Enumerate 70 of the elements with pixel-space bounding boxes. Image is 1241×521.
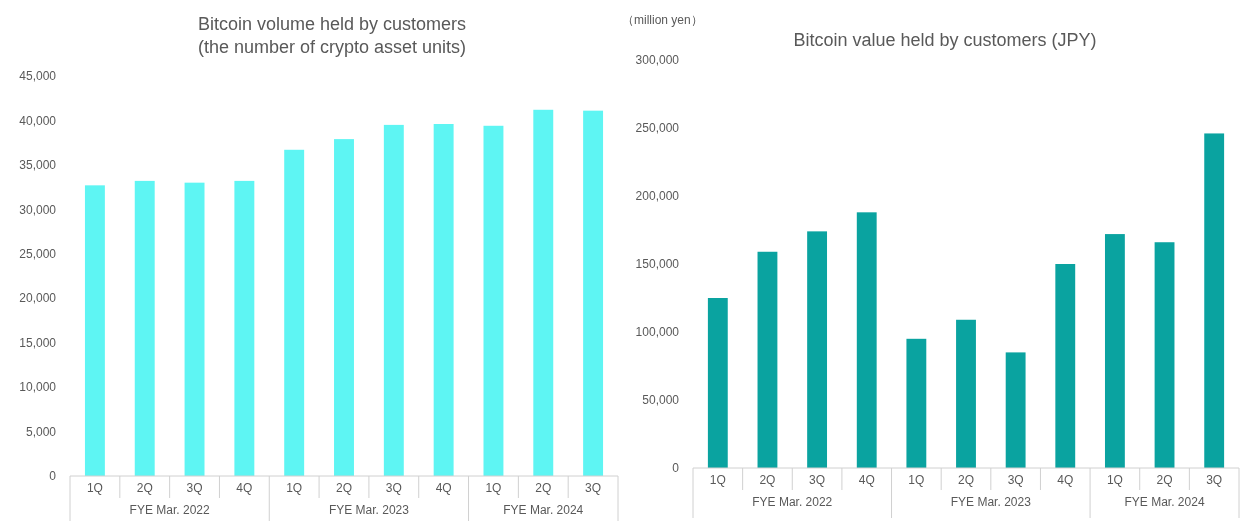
bar	[906, 338, 927, 468]
x-tick-label: 2Q	[1156, 473, 1173, 487]
bar	[134, 180, 155, 476]
y-tick-label: 0	[49, 469, 57, 484]
x-tick-label: 4Q	[236, 481, 253, 495]
chart-title: Bitcoin value held by customers (JPY)	[793, 30, 1097, 50]
bar	[334, 139, 354, 476]
y-tick-label: 25,000	[19, 246, 57, 261]
y-tick-label: 300,000	[635, 53, 680, 68]
x-tick-label: 1Q	[485, 481, 502, 495]
bar	[1055, 264, 1076, 468]
x-tick-label: 2Q	[759, 473, 776, 487]
y-tick-label: 35,000	[19, 158, 57, 173]
text: FYE Mar. 2022	[129, 503, 210, 517]
y-tick-label: 50,000	[642, 393, 680, 408]
bar	[1204, 133, 1225, 468]
bar	[707, 298, 728, 468]
bar	[956, 319, 976, 468]
x-tick-label: 3Q	[585, 481, 602, 495]
x-tick-label: 1Q	[1106, 473, 1123, 487]
bar	[383, 124, 404, 476]
bar	[1104, 234, 1125, 468]
x-tick-label: 3Q	[186, 481, 203, 495]
x-tick-label: 4Q	[435, 481, 452, 495]
y-tick-label: 250,000	[635, 121, 680, 136]
bar	[433, 124, 454, 476]
bar	[1154, 242, 1175, 468]
text: FYE Mar. 2023	[950, 495, 1032, 509]
x-tick-label: 2Q	[136, 481, 153, 495]
y-tick-label: 150,000	[635, 257, 680, 272]
y-tick-label: 200,000	[635, 189, 680, 204]
bar	[184, 182, 205, 476]
x-tick-label: 1Q	[908, 473, 925, 487]
y-axis-title: （million yen）	[622, 13, 703, 27]
x-tick-label: 2Q	[335, 481, 353, 495]
text: FYE Mar. 2024	[1124, 495, 1205, 509]
y-tick-label: 100,000	[635, 325, 680, 340]
x-tick-label: 1Q	[86, 481, 103, 495]
bar	[1005, 352, 1026, 468]
y-tick-label: 5,000	[25, 424, 57, 439]
bar	[856, 212, 877, 468]
chart-title: Bitcoin volume held by customers (the number of crypto asset units)	[197, 14, 467, 57]
y-tick-label: 30,000	[19, 202, 57, 217]
x-tick-label: 1Q	[286, 481, 303, 495]
text: FYE Mar. 2024	[503, 503, 584, 517]
y-tick-label: 40,000	[19, 113, 57, 128]
x-tick-label: 3Q	[1206, 473, 1223, 487]
bar	[533, 109, 554, 476]
y-tick-label: 15,000	[19, 335, 57, 350]
x-tick-label: 3Q	[1007, 473, 1024, 487]
bar	[284, 149, 305, 476]
bar	[483, 125, 504, 476]
bar	[583, 110, 604, 476]
y-tick-label: 45,000	[19, 69, 57, 84]
x-tick-label: 4Q	[858, 473, 875, 487]
bar	[757, 251, 778, 468]
x-tick-label: 3Q	[809, 473, 826, 487]
x-tick-label: 1Q	[709, 473, 726, 487]
y-tick-label: 0	[672, 461, 680, 476]
x-tick-label: 3Q	[385, 481, 402, 495]
bar	[234, 180, 255, 476]
bar	[807, 231, 828, 468]
y-tick-label: 10,000	[19, 380, 57, 395]
x-tick-label: 4Q	[1057, 473, 1074, 487]
text: FYE Mar. 2022	[752, 495, 833, 509]
y-tick-label: 20,000	[19, 291, 57, 306]
text: FYE Mar. 2023	[328, 503, 410, 517]
bar	[84, 185, 105, 476]
x-tick-label: 2Q	[957, 473, 975, 487]
x-tick-label: 2Q	[535, 481, 552, 495]
